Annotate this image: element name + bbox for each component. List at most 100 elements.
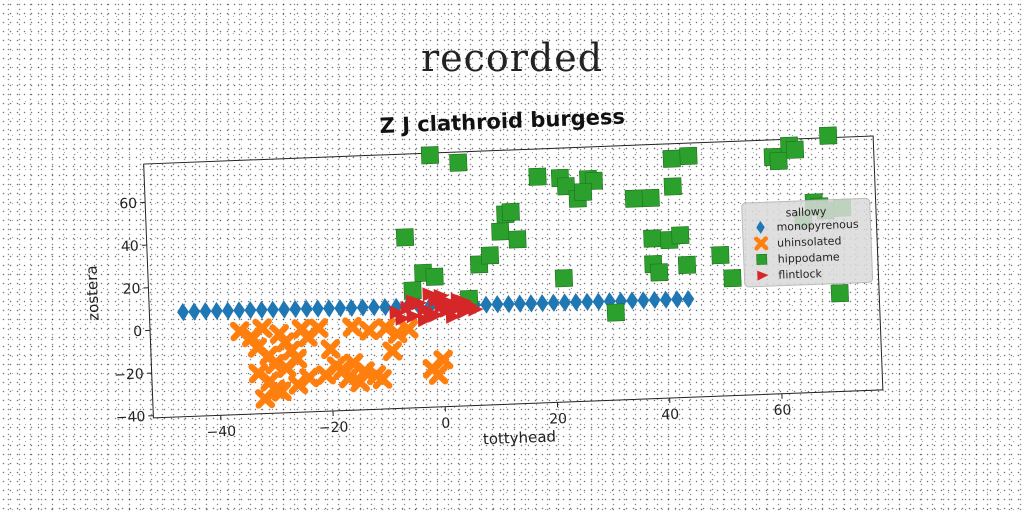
hippodame-point [573, 182, 593, 202]
monopyrenous-point [671, 290, 684, 309]
x-tick-label: 40 [661, 407, 679, 424]
hippodame-point [819, 126, 838, 145]
hippodame-point [606, 303, 625, 322]
flintlock-point [417, 313, 434, 328]
x-tick-label: −20 [319, 419, 349, 436]
monopyrenous-point [637, 291, 650, 310]
monopyrenous-point [266, 300, 279, 319]
uhinsolated-point [398, 318, 419, 340]
legend: sallowy monopyrenousuhinsolatedhippodame… [741, 197, 874, 288]
y-axis-label: zostera [83, 265, 103, 321]
hippodame-point [677, 255, 697, 275]
legend-label-hippodame: hippodame [778, 250, 841, 265]
flintlock-point [456, 305, 473, 320]
hippodame-point [491, 222, 510, 241]
monopyrenous-point [525, 294, 538, 313]
flintlock-point [395, 311, 411, 326]
hippodame-point [449, 153, 468, 172]
uhinsolated-point [342, 316, 363, 337]
uhinsolated-point [276, 357, 297, 378]
flintlock-point [456, 294, 473, 309]
monopyrenous-point [367, 298, 380, 317]
monopyrenous-point [570, 293, 582, 312]
hippodame-point [501, 202, 520, 222]
hippodame-point [528, 167, 547, 186]
x-tick-label: 60 [773, 402, 791, 419]
uhinsolated-point [428, 364, 449, 385]
monopyrenous-point [513, 294, 526, 313]
monopyrenous-point [222, 301, 234, 320]
legend-marker-monopyrenous [756, 220, 765, 234]
hippodame-point [679, 146, 698, 166]
x-axis-label: tottyhead [483, 427, 557, 448]
monopyrenous-point [491, 295, 504, 314]
hippodame-point [723, 269, 742, 288]
hippodame-point [662, 149, 681, 168]
legend-marker-uhinsolated [753, 236, 769, 251]
flintlock-point [439, 295, 456, 310]
uhinsolated-point [288, 374, 309, 395]
monopyrenous-point [356, 298, 369, 317]
monopyrenous-point [592, 292, 605, 311]
uhinsolated-point [308, 318, 329, 339]
x-tick-label: 0 [441, 415, 451, 431]
uhinsolated-point [359, 320, 380, 341]
y-tick-label: 40 [121, 238, 139, 255]
monopyrenous-point [311, 299, 324, 318]
monopyrenous-point [323, 299, 335, 318]
uhinsolated-point [299, 367, 320, 388]
hippodame-point [641, 188, 660, 208]
uhinsolated-point [375, 317, 397, 338]
legend-marker-hippodame [756, 253, 768, 265]
monopyrenous-point [233, 301, 246, 320]
hippodame-point [711, 245, 730, 265]
x-tick-label: 20 [549, 411, 567, 428]
monopyrenous-point [300, 299, 313, 318]
flintlock-point [400, 300, 417, 315]
monopyrenous-point [558, 293, 571, 312]
data-marks [177, 126, 852, 409]
monopyrenous-point [547, 293, 560, 312]
flintlock-point [428, 308, 445, 323]
monopyrenous-point [345, 298, 358, 318]
uhinsolated-point [320, 339, 341, 360]
plot-frame [143, 135, 884, 419]
legend-label-flintlock: flintlock [778, 267, 823, 282]
uhinsolated-point [315, 364, 337, 385]
monopyrenous-point [648, 290, 661, 310]
monopyrenous-point [502, 294, 515, 314]
x-tick-label: −40 [206, 424, 236, 441]
hippodame-point [671, 226, 690, 245]
hippodame-point [830, 284, 849, 303]
legend-box [741, 197, 874, 288]
figure-supertitle: recorded [420, 36, 604, 80]
hippodame-point [769, 151, 788, 171]
hippodame-point [425, 267, 444, 286]
monopyrenous-point [682, 289, 695, 309]
monopyrenous-point [659, 290, 672, 309]
monopyrenous-point [289, 299, 302, 319]
flintlock-point [445, 309, 462, 324]
monopyrenous-point [177, 302, 190, 322]
uhinsolated-point [252, 318, 273, 339]
legend-label-uhinsolated: uhinsolated [777, 234, 842, 249]
monopyrenous-point [199, 302, 212, 321]
uhinsolated-point [229, 321, 251, 342]
uhinsolated-point [255, 388, 276, 409]
hippodame-point [480, 246, 500, 265]
legend-marker-flintlock [757, 270, 769, 281]
uhinsolated-point [349, 372, 371, 393]
y-tick-label: 60 [119, 196, 137, 213]
chart-title: Z J clathroid burgess [379, 105, 625, 138]
monopyrenous-point [379, 297, 392, 317]
hippodame-point [650, 263, 669, 282]
monopyrenous-point [188, 302, 201, 321]
uhinsolated-point [433, 349, 454, 370]
monopyrenous-point [210, 301, 223, 321]
hippodame-point [554, 269, 574, 288]
y-tick-label: −20 [114, 366, 144, 383]
legend-label-monopyrenous: monopyrenous [776, 218, 859, 234]
monopyrenous-point [626, 291, 639, 310]
flintlock-point [406, 309, 423, 324]
